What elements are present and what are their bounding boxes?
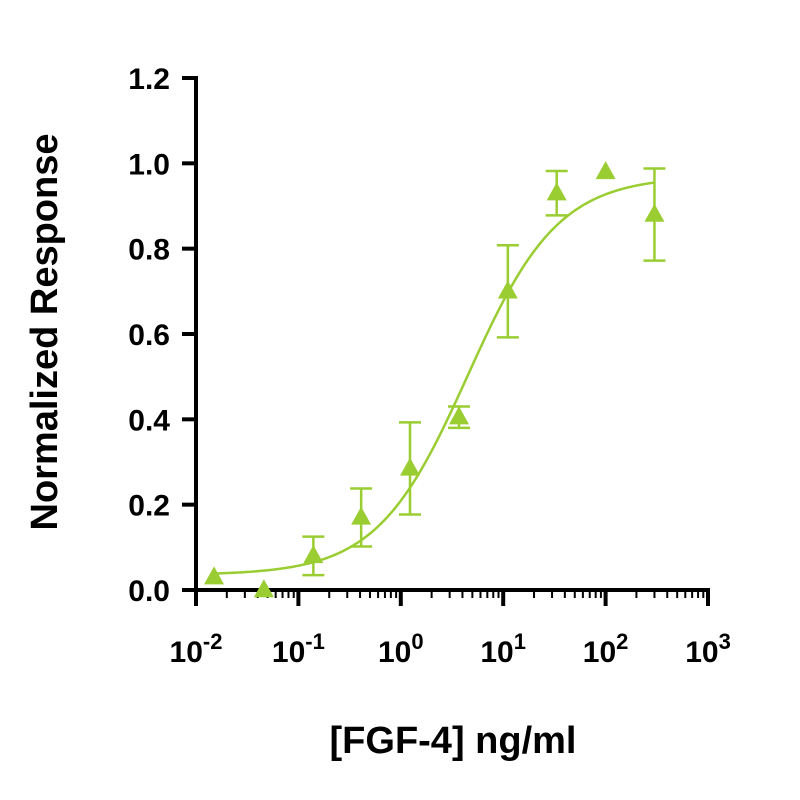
x-tick-exponent: 1 xyxy=(514,629,526,654)
data-point-triangle xyxy=(303,545,324,564)
x-tick-base: 10 xyxy=(378,636,411,669)
data-point-triangle xyxy=(400,457,421,476)
data-point-triangle xyxy=(546,182,567,201)
x-tick-label: 103 xyxy=(685,629,731,669)
x-tick-label: 101 xyxy=(480,629,526,669)
x-tick-label: 10-1 xyxy=(272,629,325,669)
x-tick-label: 102 xyxy=(583,629,629,669)
x-tick-exponent: 2 xyxy=(616,629,628,654)
x-tick-base: 10 xyxy=(170,636,203,669)
data-point-triangle xyxy=(204,566,225,585)
data-point-triangle xyxy=(644,203,665,222)
y-tick-label: 0.8 xyxy=(128,234,170,267)
x-tick-exponent: -1 xyxy=(305,629,325,654)
y-ticks: 0.0 0.2 0.4 0.6 0.8 1.0 1.2 xyxy=(128,63,196,608)
data-point-triangle xyxy=(497,280,518,299)
data-point-triangle xyxy=(351,506,372,525)
x-tick-base: 10 xyxy=(480,636,513,669)
y-tick-label: 0.2 xyxy=(128,490,170,523)
x-tick-label: 100 xyxy=(378,629,424,669)
axes xyxy=(194,76,710,592)
x-tick-exponent: -2 xyxy=(203,629,223,654)
fit-layer xyxy=(213,181,655,575)
x-tick-exponent: 3 xyxy=(719,629,731,654)
x-tick-base: 10 xyxy=(583,636,616,669)
data-point-triangle xyxy=(448,406,469,425)
x-tick-base: 10 xyxy=(685,636,718,669)
x-tick-label: 10-2 xyxy=(170,629,223,669)
y-tick-label: 1.2 xyxy=(128,63,170,96)
x-ticks: 10-2 10-1 100 101 102 103 xyxy=(170,590,731,669)
y-tick-label: 0.4 xyxy=(128,404,170,437)
x-tick-base: 10 xyxy=(272,636,305,669)
x-tick-exponent: 0 xyxy=(411,629,423,654)
fit-curve xyxy=(213,181,655,575)
y-tick-label: 0.0 xyxy=(128,575,170,608)
y-tick-label: 1.0 xyxy=(128,148,170,181)
y-tick-label: 0.6 xyxy=(128,319,170,352)
data-point-triangle xyxy=(253,579,274,598)
x-axis-title: [FGF-4] ng/ml xyxy=(330,720,577,762)
data-points xyxy=(204,161,666,598)
data-point-triangle xyxy=(595,161,616,180)
y-axis-title: Normalized Response xyxy=(24,134,66,531)
